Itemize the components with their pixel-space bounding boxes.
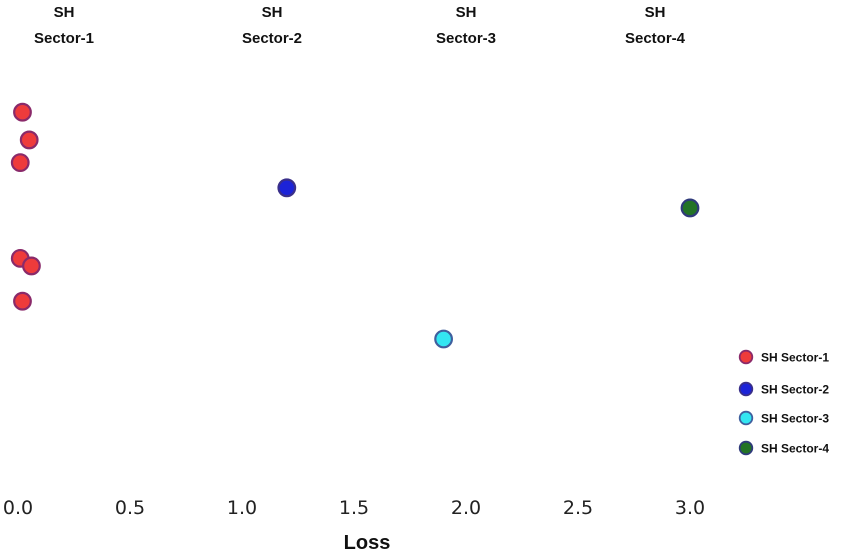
x-tick-label: 2.5 (563, 497, 593, 519)
legend-label: SH Sector-3 (761, 412, 829, 426)
x-tick-label: 2.0 (451, 497, 481, 519)
x-tick-label: 1.5 (339, 497, 369, 519)
sector-headers: SH Sector-1 SH Sector-2 SH Sector-3 SH Sector-4 (34, 4, 686, 47)
scatter-point-series-1 (19, 130, 39, 150)
legend-marker (738, 349, 754, 365)
data-points (10, 102, 700, 349)
sector-header-line2: Sector-4 (625, 30, 686, 47)
sector-header-line1: SH (456, 4, 477, 21)
sector-header-line2: Sector-2 (242, 30, 302, 47)
sector-header-line1: SH (54, 4, 75, 21)
legend-label: SH Sector-1 (761, 351, 829, 365)
scatter-point-series-2 (277, 178, 297, 198)
legend-label: SH Sector-2 (761, 383, 829, 397)
x-tick-label: 1.0 (227, 497, 257, 519)
scatter-point-series-1 (13, 102, 32, 122)
x-axis-ticks: 0.0 0.5 1.0 1.5 2.0 2.5 3.0 (3, 497, 705, 519)
sector-header-line1: SH (262, 4, 283, 21)
x-tick-label: 0.5 (115, 497, 145, 519)
sector-header-line1: SH (645, 4, 666, 21)
sector-header-line2: Sector-3 (436, 30, 496, 47)
legend-marker (738, 440, 754, 456)
scatter-point-series-4 (680, 198, 700, 218)
legend-marker (738, 381, 754, 397)
scatter-point-series-3 (434, 329, 454, 349)
scatter-point-series-1 (13, 291, 32, 311)
legend: SH Sector-1 SH Sector-2 SH Sector-3 SH Sect… (738, 349, 829, 456)
legend-marker (738, 410, 754, 426)
scatter-point-series-1 (22, 256, 41, 276)
legend-label: SH Sector-4 (761, 442, 829, 456)
x-tick-label: 3.0 (675, 497, 705, 519)
x-axis-label: Loss (344, 532, 391, 554)
scatter-point-series-1 (10, 153, 30, 173)
sector-header-line2: Sector-1 (34, 30, 94, 47)
x-tick-label: 0.0 (3, 497, 33, 519)
